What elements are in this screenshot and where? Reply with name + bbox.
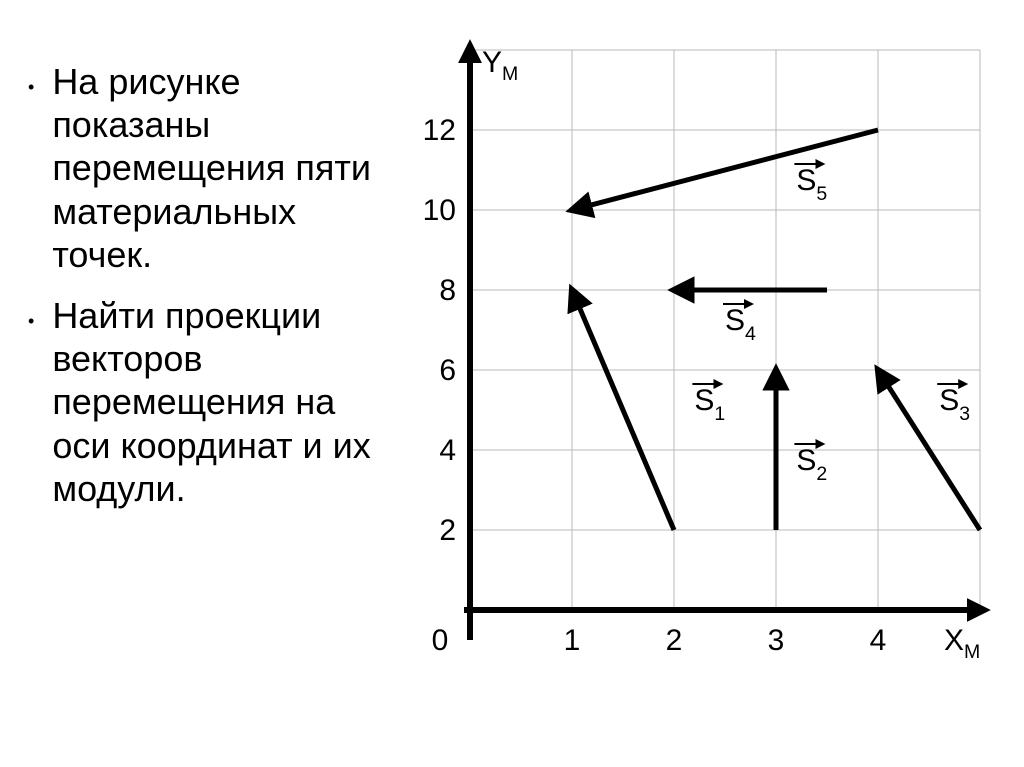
x-axis-label: XM xyxy=(944,624,980,663)
vector-s1 xyxy=(572,290,674,530)
y-tick-label: 4 xyxy=(439,434,456,467)
vector-s5 xyxy=(572,130,878,210)
bullet-dot: • xyxy=(28,78,34,96)
x-tick-label: 4 xyxy=(870,624,887,657)
origin-label: 0 xyxy=(432,624,449,657)
vector-label-s1: S1 xyxy=(694,384,725,425)
x-tick-label: 2 xyxy=(666,624,683,657)
y-axis-label: YM xyxy=(482,46,518,85)
vector-label-s4: S4 xyxy=(725,304,756,345)
bullet-text-2: Найти проекции векторов перемещения на о… xyxy=(52,294,388,510)
y-tick-label: 2 xyxy=(439,514,456,547)
bullet-dot: • xyxy=(28,312,34,330)
vector-label-s3: S3 xyxy=(939,384,970,425)
vector-chart: 2468101212340YMXMS1S2S3S4S5 xyxy=(400,30,1000,670)
bullet-text-1: На рисунке показаны перемещения пяти мат… xyxy=(52,60,388,276)
bullet-item-2: • Найти проекции векторов перемещения на… xyxy=(28,294,388,510)
x-tick-label: 1 xyxy=(564,624,581,657)
y-tick-label: 12 xyxy=(423,114,456,147)
bullet-item-1: • На рисунке показаны перемещения пяти м… xyxy=(28,60,388,276)
y-tick-label: 6 xyxy=(439,354,456,387)
y-tick-label: 10 xyxy=(423,194,456,227)
problem-text: • На рисунке показаны перемещения пяти м… xyxy=(28,60,388,528)
y-tick-label: 8 xyxy=(439,274,456,307)
vector-label-s5: S5 xyxy=(796,164,827,205)
x-tick-label: 3 xyxy=(768,624,785,657)
